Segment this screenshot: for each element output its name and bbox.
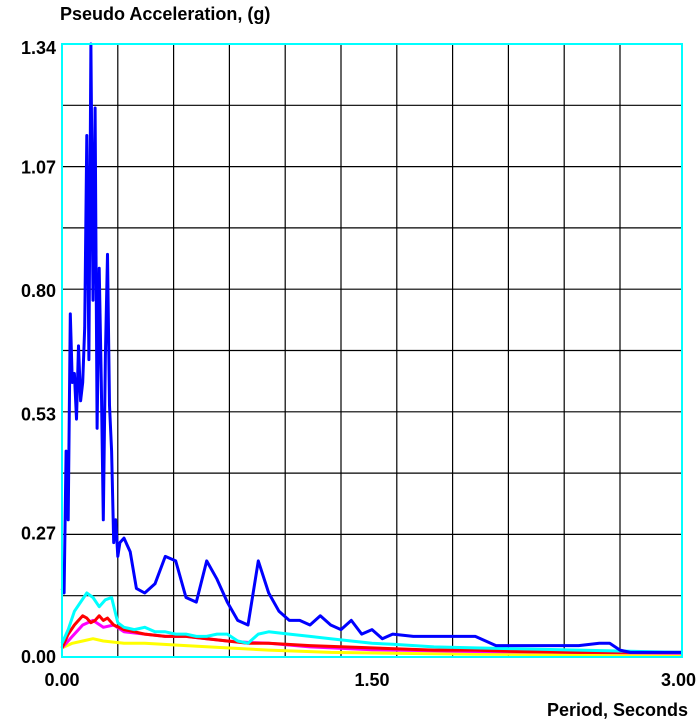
x-tick-label: 0.00	[44, 670, 79, 690]
series-line-2	[60, 614, 682, 654]
series-line-4	[60, 42, 682, 654]
y-tick-layer: 0.00 0.27 0.53 0.80 1.07 1.34	[21, 38, 56, 667]
x-tick-layer: 0.00 1.50 3.00	[44, 670, 696, 690]
x-tick-label: 3.00	[661, 670, 696, 690]
y-tick-label: 1.34	[21, 38, 56, 58]
grid-layer	[61, 43, 683, 658]
y-tick-label: 0.27	[21, 523, 56, 543]
y-tick-label: 0.53	[21, 405, 56, 425]
y-axis-label: Pseudo Acceleration, (g)	[60, 4, 270, 24]
y-tick-label: 0.80	[21, 281, 56, 301]
x-tick-label: 1.50	[354, 670, 389, 690]
plot-border	[61, 43, 683, 658]
series-line-0	[61, 637, 683, 657]
x-axis-label: Period, Seconds	[547, 700, 688, 720]
y-tick-label: 1.07	[21, 158, 56, 178]
y-tick-label: 0.00	[21, 647, 56, 667]
series-layer	[60, 42, 683, 657]
series-line-3	[60, 591, 683, 654]
